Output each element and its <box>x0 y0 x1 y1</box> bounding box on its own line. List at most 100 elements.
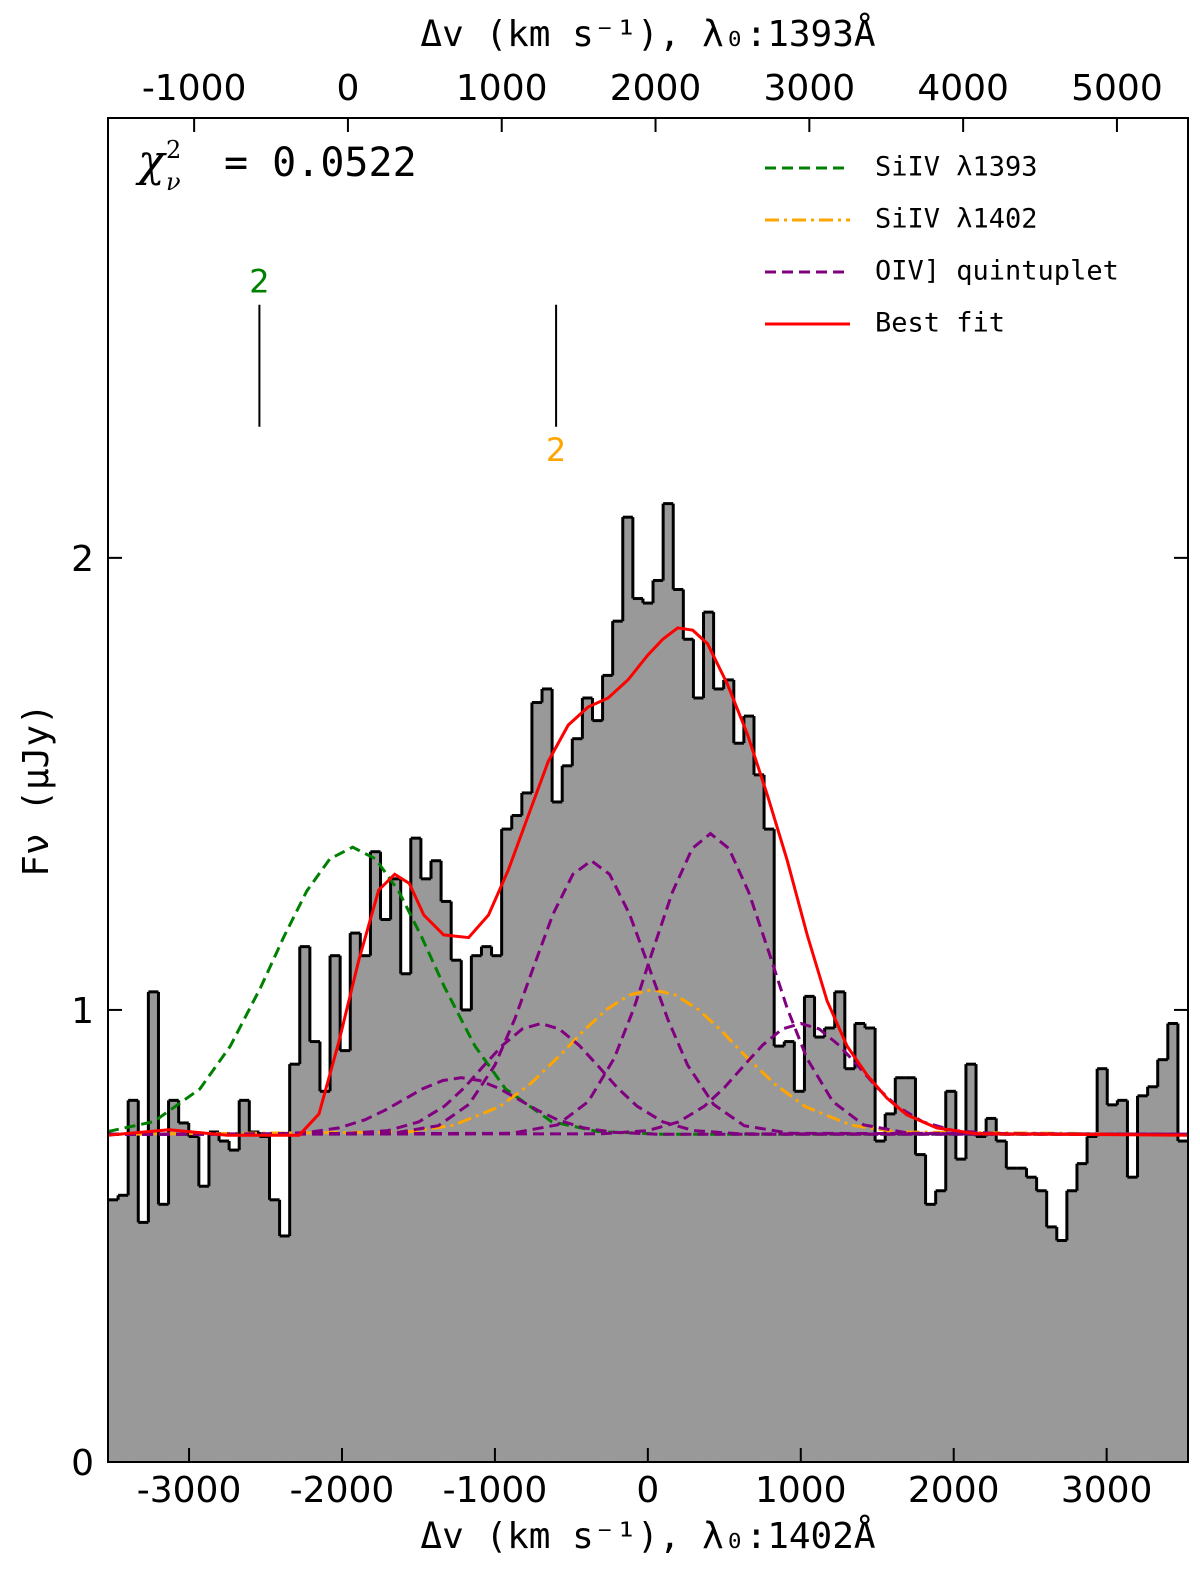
histogram-bar <box>592 720 603 1462</box>
histogram-bar <box>824 1028 836 1462</box>
model-curve <box>108 845 1188 1136</box>
histogram-bar <box>148 991 159 1462</box>
model-curve <box>108 831 1188 1136</box>
histogram-bar <box>239 1100 250 1462</box>
histogram-bar <box>430 860 442 1462</box>
histogram-bar <box>1117 1100 1128 1462</box>
histogram-bar <box>642 603 654 1462</box>
histogram-bar <box>441 901 452 1462</box>
histogram-bar <box>400 973 412 1462</box>
histogram-bar <box>259 1136 270 1462</box>
histogram-bar <box>986 1118 997 1462</box>
histogram-bar <box>723 679 735 1462</box>
plot-area <box>108 502 1188 1462</box>
histogram-bar <box>895 1077 906 1462</box>
histogram-bar <box>1127 1177 1138 1462</box>
annotation-symbol: χ <box>135 136 167 187</box>
x-tick-label: 1000 <box>755 1470 847 1511</box>
histogram-bar <box>289 1064 301 1462</box>
histogram-bar <box>521 792 533 1462</box>
histogram-bar <box>582 698 593 1462</box>
x2-axis-label: Δv (km s⁻¹), λ₀:1393Å <box>420 12 875 55</box>
histogram-bar <box>1076 1163 1088 1462</box>
histogram-bar <box>410 838 422 1462</box>
histogram-bar <box>673 589 684 1462</box>
line-marker-label: 2 <box>546 431 566 469</box>
x-tick-label: -2000 <box>290 1470 395 1511</box>
histogram-bar <box>1006 1168 1017 1462</box>
histogram-bar <box>531 702 543 1462</box>
histogram-bar <box>1066 1190 1078 1462</box>
histogram-bar <box>1107 1104 1118 1462</box>
histogram-bar <box>753 774 765 1462</box>
histogram-bar <box>350 933 361 1462</box>
histogram-bar <box>340 1050 351 1462</box>
y-tick-label: 1 <box>71 991 94 1032</box>
model-curve <box>108 626 1188 1137</box>
histogram-bar <box>854 1023 866 1462</box>
histogram-bar <box>360 955 371 1462</box>
histogram-bar <box>1036 1190 1047 1462</box>
x2-tick-label: 2000 <box>610 68 702 109</box>
histogram-bar <box>1177 1141 1188 1462</box>
histogram-bar <box>390 878 402 1462</box>
histogram-bar <box>108 1199 119 1462</box>
histogram-bar <box>158 1204 169 1462</box>
histogram-bar <box>733 743 745 1462</box>
histogram-bar <box>491 955 502 1462</box>
x2-tick-label: 5000 <box>1071 68 1163 109</box>
histogram-bar <box>219 1141 230 1462</box>
histogram-bar <box>632 598 644 1462</box>
histogram-bar <box>330 955 341 1462</box>
histogram-bar <box>572 738 583 1462</box>
histogram-bar <box>885 1113 896 1462</box>
histogram-bar <box>118 1195 129 1462</box>
histogram-bar <box>804 996 815 1462</box>
histogram-bar <box>309 1041 321 1462</box>
annotation-sup: 2 <box>166 136 181 164</box>
histogram-bar <box>138 1222 149 1462</box>
histogram-bar <box>764 829 775 1462</box>
histogram-bar <box>178 1122 190 1462</box>
y-tick-label: 2 <box>71 539 94 580</box>
histogram-bar <box>875 1141 886 1462</box>
y-axis-label: Fν (μJy) <box>16 703 57 876</box>
histogram-bar <box>229 1150 240 1462</box>
x-tick-label: -3000 <box>137 1470 242 1511</box>
histogram-bar <box>925 1204 936 1462</box>
histogram-bar <box>269 1199 280 1462</box>
x-tick-label: 2000 <box>908 1470 1000 1511</box>
histogram-bar <box>1087 1136 1098 1462</box>
histogram-bar <box>663 503 674 1462</box>
x2-tick-label: 0 <box>336 68 359 109</box>
histogram-bar <box>965 1064 977 1462</box>
histogram-bar <box>865 1028 876 1462</box>
histogram-bar <box>612 621 624 1462</box>
model-curve <box>108 1076 1188 1136</box>
line-marker-label: 2 <box>249 263 269 301</box>
histogram-bar <box>552 801 563 1462</box>
model-curve <box>108 858 1188 1136</box>
axes: 2 2 -3000 -2000 -1000 0 1000 2000 3000 -1000 0 1000… <box>71 68 1189 1511</box>
y-tick-label: 0 <box>71 1443 94 1484</box>
histogram-bar <box>653 580 664 1462</box>
histogram-bar <box>319 1091 331 1462</box>
histogram-bar <box>501 829 513 1462</box>
annotation-sub: ν <box>166 168 181 196</box>
histogram-bar <box>511 815 523 1462</box>
histogram-bar <box>794 1091 805 1462</box>
legend-label: SiIV λ1393 <box>875 152 1038 183</box>
histogram-bar <box>1137 1095 1148 1462</box>
histogram-bar <box>1157 1059 1169 1462</box>
model-curve <box>108 1021 1188 1136</box>
histogram-bar <box>1046 1226 1058 1462</box>
histogram-bar <box>713 688 725 1462</box>
histogram-bar <box>844 1068 856 1462</box>
histogram-bar <box>814 1037 825 1462</box>
histogram-bar <box>562 765 573 1462</box>
model-curve <box>108 988 1188 1136</box>
x-tick-label: 3000 <box>1061 1470 1153 1511</box>
histogram-bar <box>905 1077 916 1462</box>
annotation-text: = 0.0522 <box>224 140 417 186</box>
histogram-bar <box>461 1009 472 1462</box>
